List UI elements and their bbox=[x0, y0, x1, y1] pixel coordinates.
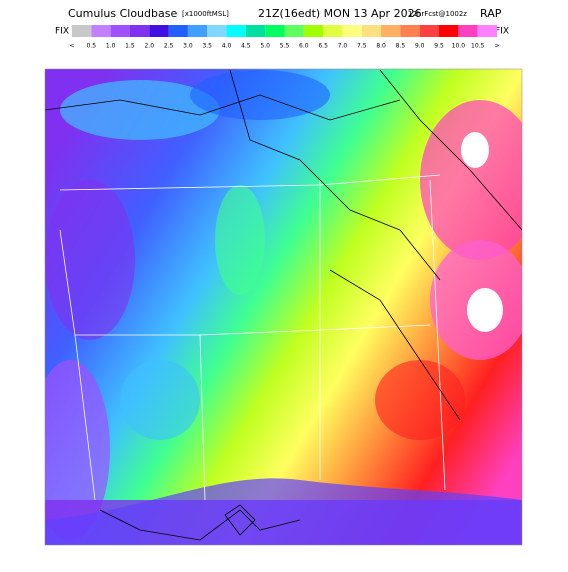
colorbar-swatch bbox=[381, 25, 401, 37]
colorbar-label: 10.5 bbox=[471, 43, 485, 50]
colorbar-swatch bbox=[226, 25, 246, 37]
colorbar-right-label: FIX bbox=[495, 27, 509, 37]
colorbar: <0.5 1.0 1.5 2.0 2.5 3.0 3.5 4.0 4.5 5.0 5.5 6.0 6.5… bbox=[69, 25, 500, 50]
units: [x1000ftMSL] bbox=[182, 10, 229, 18]
colorbar-label: 7.0 bbox=[338, 43, 348, 50]
model: RAP bbox=[480, 7, 502, 20]
colorbar-label: 6.0 bbox=[299, 43, 309, 50]
forecast: 12hrFcst@1002z bbox=[408, 10, 467, 18]
colorbar-swatch bbox=[303, 25, 324, 37]
colorbar-label: 8.0 bbox=[376, 43, 386, 50]
colorbar-label: 2.0 bbox=[144, 43, 154, 50]
colorbar-label: 2.5 bbox=[164, 43, 174, 50]
title: Cumulus Cloudbase bbox=[68, 7, 177, 20]
colorbar-label: 5.5 bbox=[280, 43, 290, 50]
colorbar-label: 3.0 bbox=[183, 43, 193, 50]
colorbar-label: 3.5 bbox=[202, 43, 212, 50]
colorbar-swatch bbox=[284, 25, 304, 37]
colorbar-swatch bbox=[149, 25, 169, 37]
colorbar-label: < bbox=[69, 43, 74, 50]
colorbar-label: 7.5 bbox=[357, 43, 367, 50]
colorbar-swatch bbox=[168, 25, 188, 37]
colorbar-swatch bbox=[342, 25, 362, 37]
colorbar-swatch bbox=[361, 25, 382, 37]
colorbar-swatch bbox=[245, 25, 266, 37]
colorbar-swatch bbox=[72, 25, 92, 37]
colorbar-swatch bbox=[91, 25, 111, 37]
colorbar-label: 4.5 bbox=[241, 43, 251, 50]
map bbox=[45, 69, 522, 545]
colorbar-label: 5.0 bbox=[260, 43, 270, 50]
colorbar-swatch bbox=[323, 25, 343, 37]
colorbar-swatch bbox=[187, 25, 208, 37]
colorbar-swatch bbox=[439, 25, 459, 37]
colorbar-label: 0.5 bbox=[87, 43, 97, 50]
colorbar-label: 4.0 bbox=[222, 43, 232, 50]
colorbar-swatch bbox=[110, 25, 130, 37]
colorbar-label: 6.5 bbox=[318, 43, 328, 50]
colorbar-swatch bbox=[400, 25, 420, 37]
colorbar-swatch bbox=[265, 25, 285, 37]
colorbar-left-label: FIX bbox=[55, 27, 69, 37]
colorbar-swatch bbox=[207, 25, 227, 37]
valid-time: 21Z(16edt) MON 13 Apr 2026 bbox=[258, 7, 422, 20]
colorbar-label: 1.5 bbox=[125, 43, 135, 50]
colorbar-swatch bbox=[477, 25, 497, 37]
colorbar-label: 9.0 bbox=[415, 43, 425, 50]
colorbar-swatch bbox=[419, 25, 440, 37]
colorbar-swatch bbox=[129, 25, 150, 37]
colorbar-label: 10.0 bbox=[452, 43, 466, 50]
colorbar-label: 1.0 bbox=[106, 43, 116, 50]
colorbar-label: 8.5 bbox=[396, 43, 406, 50]
colorbar-swatch bbox=[458, 25, 478, 37]
colorbar-label: > bbox=[494, 43, 499, 50]
colorbar-label: 9.5 bbox=[434, 43, 444, 50]
